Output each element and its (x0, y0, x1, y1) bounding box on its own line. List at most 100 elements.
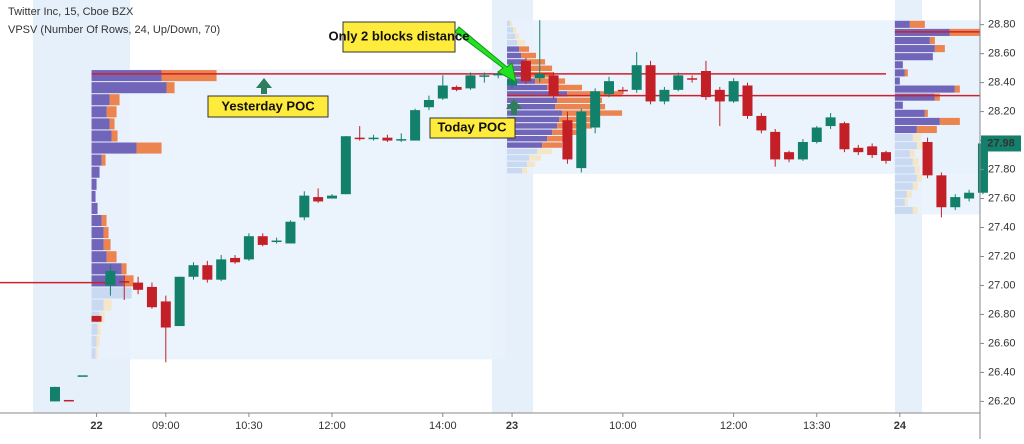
profile-up (507, 46, 520, 52)
profile-up (894, 142, 917, 150)
profile-up (507, 65, 528, 71)
candle-body (271, 240, 282, 243)
profile-down (954, 85, 960, 93)
profile-up (894, 198, 905, 206)
profile-up (91, 263, 122, 275)
profile-up (894, 69, 905, 77)
x-tick-label: 12:00 (720, 420, 748, 432)
y-tick-label: 26.60 (988, 337, 1016, 349)
profile-down (529, 155, 542, 161)
profile-up (894, 20, 910, 28)
profile-up (91, 190, 96, 202)
profile-down (929, 36, 935, 45)
profile-up (894, 77, 900, 85)
x-tick-label: 24 (894, 420, 907, 432)
profile-up (91, 239, 104, 251)
profile-down (519, 46, 530, 52)
candle-body (936, 175, 947, 208)
annotation-text: Today POC (437, 119, 507, 134)
chart-title: Twitter Inc, 15, Cboe BZX (8, 6, 134, 18)
profile-down (517, 39, 526, 46)
profile-down (909, 20, 925, 28)
profile-up (507, 33, 516, 39)
y-tick-label: 26.40 (988, 366, 1016, 378)
candle-body (299, 195, 310, 218)
candle-body (507, 79, 518, 86)
candle-body (451, 86, 462, 90)
profile-down (555, 103, 606, 110)
annotation-box (207, 95, 329, 118)
candle-body (839, 123, 850, 150)
profile-up (894, 117, 940, 125)
candle-body (63, 399, 74, 402)
profile-up (894, 61, 903, 69)
profile-down (106, 106, 117, 118)
candle-body (534, 73, 545, 79)
candle-body (77, 375, 88, 377)
candle-body (202, 265, 213, 280)
candle-body (91, 315, 102, 322)
profile-down (912, 206, 918, 214)
profile-down (527, 161, 536, 167)
candle-body (659, 89, 670, 102)
candle-body (825, 117, 836, 127)
profile-up (894, 53, 933, 61)
profile-up (507, 59, 526, 65)
profile-down (103, 299, 112, 311)
profile-up (91, 178, 97, 190)
profiles (91, 20, 980, 359)
profile-up (507, 91, 568, 97)
profile-down (939, 117, 960, 125)
profile-up (91, 70, 162, 82)
profile-up (894, 190, 907, 198)
candle-body (728, 81, 739, 102)
profile-up (91, 142, 137, 154)
profile-down (123, 275, 134, 287)
profile-up (894, 166, 915, 174)
profile-down (121, 263, 127, 275)
profile-up (507, 129, 553, 135)
x-tick-label: 10:30 (235, 420, 263, 432)
candle-body (257, 236, 268, 245)
profile-up (894, 101, 903, 109)
profile-down (916, 174, 922, 182)
profile-up (507, 155, 530, 161)
candle-body (146, 286, 157, 308)
candle-body (230, 257, 241, 263)
profile-down (547, 135, 573, 142)
profile-up (91, 347, 96, 359)
profile-down (161, 70, 217, 82)
profile-up (91, 118, 110, 130)
candle-body (797, 142, 808, 160)
candle-body (368, 137, 379, 140)
y-tick-label: 27.80 (988, 163, 1016, 175)
profile-up (894, 36, 930, 45)
candle-body (188, 265, 199, 277)
profile-down (103, 227, 109, 239)
profile-up (91, 251, 107, 263)
candle-body (105, 270, 116, 286)
annotation-box (429, 117, 516, 139)
candle-body (811, 127, 822, 143)
profile-up (507, 116, 560, 123)
profile-down (912, 158, 919, 166)
profile-down (101, 154, 106, 166)
profile-down (904, 198, 908, 206)
candle-body (396, 139, 407, 141)
profile-down (557, 123, 593, 129)
y-tick-label: 28.20 (988, 105, 1016, 117)
y-tick-label: 26.80 (988, 308, 1016, 320)
candle-body (881, 152, 891, 161)
candle-body (714, 89, 725, 102)
candle-body (243, 236, 254, 260)
candle-body (867, 146, 878, 156)
candle-body (853, 147, 864, 153)
profile-up (894, 206, 913, 214)
profile-down (111, 130, 118, 142)
candle-body (382, 137, 393, 141)
profile-up (507, 123, 558, 129)
profile-down (101, 214, 107, 227)
candle-body (285, 221, 296, 244)
profile-down (106, 251, 117, 263)
profile-down (934, 93, 940, 101)
